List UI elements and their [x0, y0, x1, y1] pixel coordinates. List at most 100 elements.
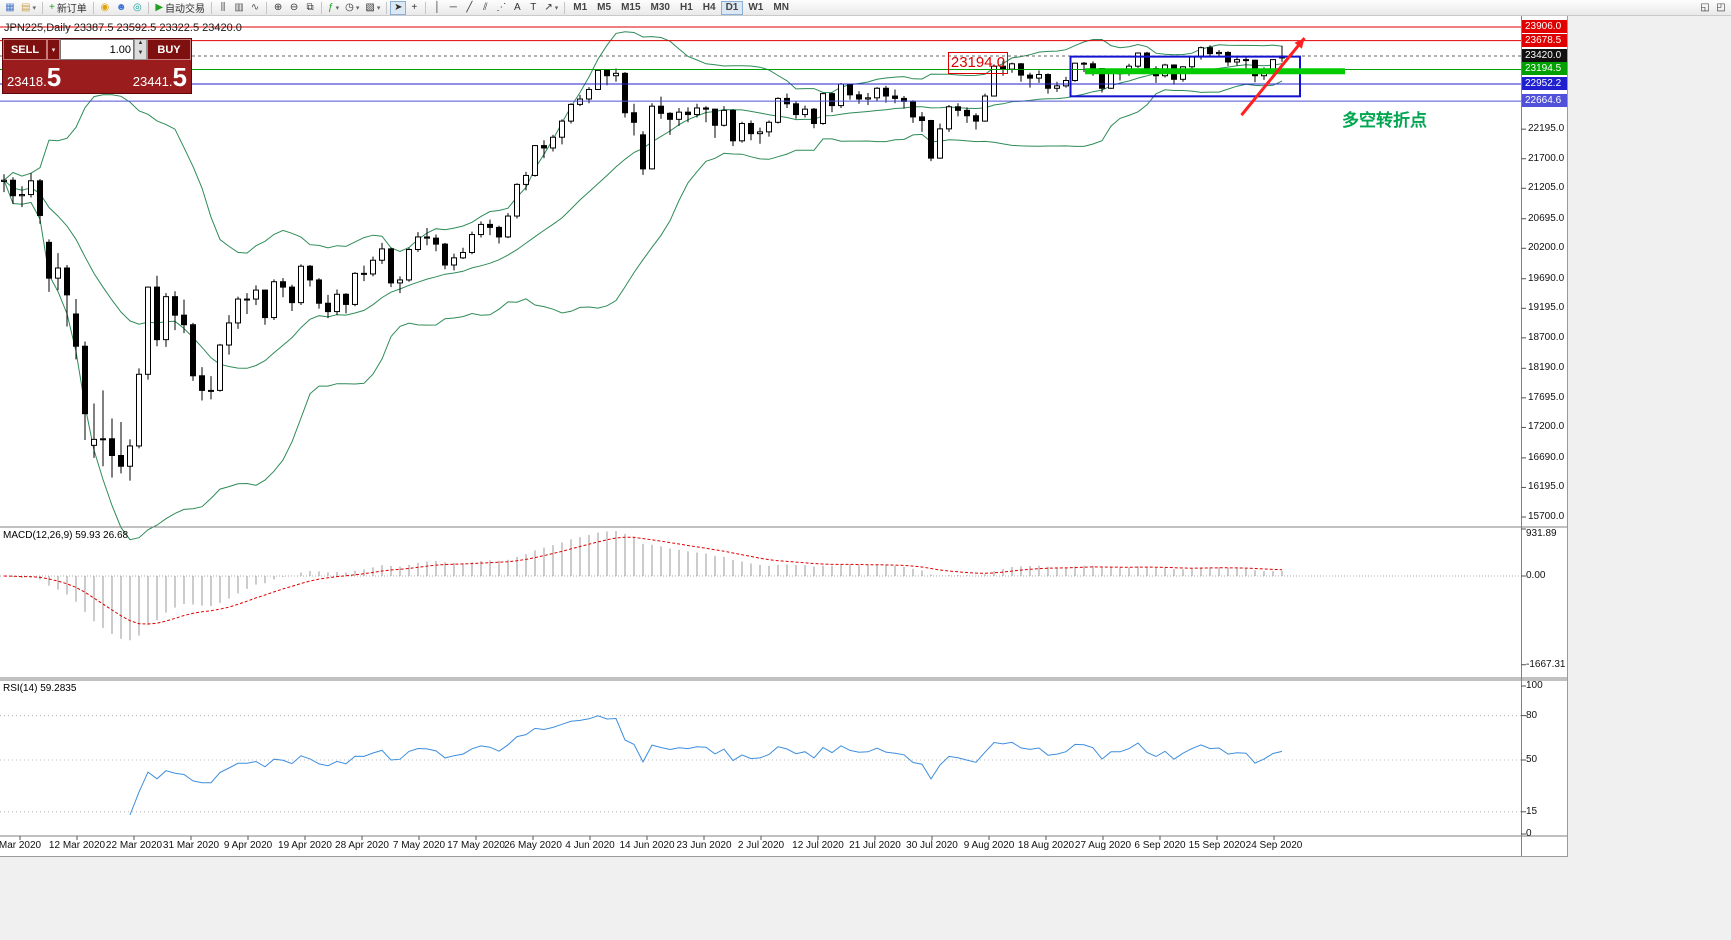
- autotrading-icon: ▶: [155, 1, 164, 13]
- volume-up-icon[interactable]: ▲: [137, 40, 144, 46]
- zoom-out-button[interactable]: ⊖: [286, 1, 302, 15]
- mql5-button[interactable]: ◎: [129, 1, 145, 15]
- fibonacci-icon: ⋰: [496, 1, 507, 13]
- new-order-button[interactable]: + 新订单: [46, 1, 90, 15]
- candlestick-chart-button[interactable]: ▥: [231, 1, 247, 15]
- mql5-icon: ◎: [132, 1, 142, 13]
- community-button[interactable]: ☻: [113, 1, 130, 15]
- time-axis-label: 6 Sep 2020: [1134, 840, 1186, 851]
- macd-scale-label: 0.00: [1526, 570, 1546, 581]
- volume-input[interactable]: [60, 39, 134, 60]
- profiles-icon: ▤: [21, 1, 31, 13]
- vertical-line-button[interactable]: │: [429, 1, 445, 15]
- toolbar-separator: [321, 1, 323, 14]
- rsi-scale-label: 0: [1526, 828, 1532, 839]
- time-axis-label: 22 Mar 2020: [105, 840, 163, 851]
- price-scale-label: 16690.0: [1528, 451, 1565, 463]
- popup-chart-button[interactable]: ◰: [1713, 1, 1729, 15]
- zoom-in-button[interactable]: ⊕: [270, 1, 286, 15]
- timeframe-m15-button[interactable]: M15: [621, 2, 641, 13]
- line-chart-icon: ∿: [250, 1, 260, 13]
- one-click-controls: SELL ▾ ▲ ▼ BUY: [3, 39, 191, 60]
- alerts-button[interactable]: ◉: [97, 1, 113, 15]
- volume-stepper[interactable]: ▲ ▼: [134, 39, 147, 60]
- crosshair-button[interactable]: +: [406, 1, 422, 15]
- line-chart-button[interactable]: ∿: [247, 1, 263, 15]
- docking-button[interactable]: ◱: [1697, 1, 1713, 15]
- new-order-label: 新订单: [56, 4, 87, 15]
- buy-button[interactable]: BUY: [147, 39, 191, 60]
- time-axis-label: 21 Jul 2020: [849, 840, 901, 851]
- bid-price-small: 23418.: [7, 73, 47, 89]
- text-icon: A: [514, 1, 521, 13]
- price-scale-label: 19195.0: [1528, 302, 1565, 314]
- new-chart-icon: ▦: [5, 1, 15, 13]
- arrows-button[interactable]: ↗ ▾: [541, 1, 561, 15]
- price-scale-label: 19690.0: [1528, 272, 1565, 284]
- channel-button[interactable]: ⫽: [477, 1, 493, 15]
- horizontal-line-button[interactable]: ─: [445, 1, 461, 15]
- price-level-label: 23906.0: [1522, 20, 1567, 33]
- templates-button[interactable]: ▧ ▾: [362, 1, 383, 15]
- chart-window[interactable]: JPN225,Daily 23387.5 23592.5 23322.5 234…: [0, 16, 1568, 857]
- templates-dropdown-icon: ▾: [376, 4, 381, 12]
- timeframe-m1-button[interactable]: M1: [573, 2, 588, 13]
- bid-price-big: 5: [46, 61, 62, 92]
- volume-down-icon[interactable]: ▼: [137, 49, 144, 56]
- trendline-button[interactable]: ╱: [461, 1, 477, 15]
- price-scale-label: 17695.0: [1528, 391, 1565, 403]
- autotrading-button[interactable]: ▶ 自动交易: [152, 1, 208, 15]
- alerts-icon: ◉: [100, 1, 110, 13]
- timeframe-m5-button[interactable]: M5: [597, 2, 612, 13]
- price-scale-label: 18190.0: [1528, 362, 1565, 374]
- time-axis-label: 28 Apr 2020: [335, 840, 389, 851]
- macd-scale-label: -1667.31: [1526, 658, 1566, 670]
- cursor-button[interactable]: ➤: [390, 0, 407, 15]
- price-annotation-box[interactable]: 23194.0: [948, 52, 1008, 74]
- time-axis-label: 31 Mar 2020: [162, 840, 220, 851]
- toolbar-separator: [211, 1, 213, 14]
- timeframe-m30-button[interactable]: M30: [650, 2, 670, 13]
- time-axis-label: 9 Apr 2020: [223, 840, 273, 851]
- rsi-scale-label: 50: [1526, 754, 1538, 765]
- bar-chart-button[interactable]: ⫼: [215, 1, 231, 15]
- price-level-label: 22664.6: [1522, 94, 1567, 108]
- timeframe-w1-button[interactable]: W1: [748, 2, 764, 13]
- text-button[interactable]: A: [509, 1, 525, 15]
- turning-point-annotation[interactable]: 多空转折点: [1342, 111, 1427, 130]
- ask-price-small: 23441.: [132, 73, 173, 89]
- cursor-icon: ➤: [394, 1, 403, 13]
- time-axis-label: 2 Jul 2020: [737, 840, 785, 851]
- bid-price: 23418. 5: [7, 64, 61, 90]
- sell-button[interactable]: SELL: [3, 39, 47, 60]
- tile-windows-button[interactable]: ⧉: [302, 1, 318, 15]
- periods-icon: ◷: [345, 1, 354, 13]
- periods-button[interactable]: ◷ ▾: [342, 1, 362, 15]
- indicators-button[interactable]: ƒ ▾: [325, 1, 342, 15]
- price-scale-label: 18700.0: [1528, 331, 1565, 343]
- price-scale-label: 20200.0: [1528, 242, 1565, 254]
- timeframe-h1-button[interactable]: H1: [679, 2, 693, 13]
- timeframe-h4-button[interactable]: H4: [702, 2, 716, 13]
- time-axis-label: 7 May 2020: [392, 840, 446, 851]
- time-axis-label: 17 May 2020: [447, 840, 505, 851]
- time-axis-label: 18 Aug 2020: [1017, 840, 1075, 851]
- time-axis-label: 30 Jul 2020: [906, 840, 958, 851]
- horizontal-line-icon: ─: [449, 1, 457, 13]
- time-axis-label: 15 Sep 2020: [1188, 840, 1246, 851]
- autotrading-label: 自动交易: [165, 4, 206, 15]
- text-label-button[interactable]: T: [525, 1, 541, 15]
- chart-canvas[interactable]: [0, 16, 1568, 857]
- fibonacci-button[interactable]: ⋰: [493, 1, 509, 15]
- chart-header: JPN225,Daily 23387.5 23592.5 23322.5 234…: [4, 22, 242, 34]
- toolbar-right-icons: ◱ ◰: [1697, 1, 1729, 15]
- rsi-scale-label: 80: [1526, 709, 1538, 721]
- time-axis-label: Mar 2020: [0, 840, 42, 851]
- timeframe-d1-button[interactable]: D1: [720, 0, 744, 15]
- profiles-button[interactable]: ▤ ▾: [18, 1, 39, 15]
- volume-dropdown-button[interactable]: ▾: [47, 39, 60, 60]
- one-click-prices: 23418. 5 23441. 5: [3, 60, 191, 93]
- price-scale-label: 21205.0: [1528, 182, 1565, 194]
- new-chart-button[interactable]: ▦: [2, 1, 18, 15]
- timeframe-mn-button[interactable]: MN: [773, 2, 789, 13]
